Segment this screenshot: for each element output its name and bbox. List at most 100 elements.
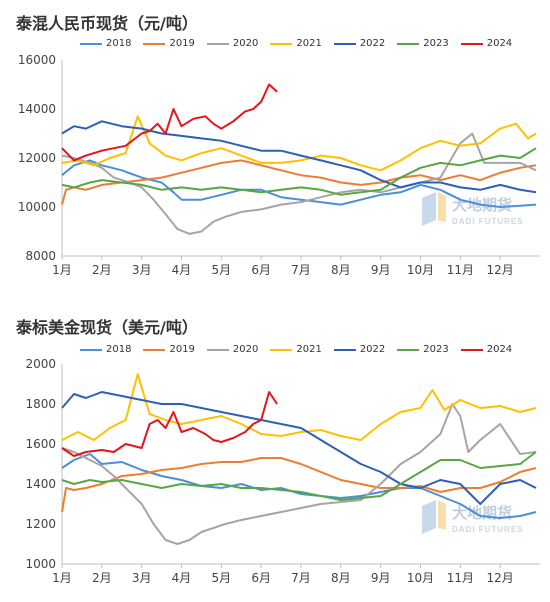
series-line-2022 xyxy=(61,391,537,505)
legend-swatch xyxy=(143,348,166,351)
series-line-2023 xyxy=(61,451,537,501)
legend-label: 2018 xyxy=(106,344,132,355)
chart-usd-spot: 1000 1200 1400 1600 1800 2000 1月 2月 3月 4月 5月 6月 7月 8月… xyxy=(0,300,550,602)
legend-label: 2021 xyxy=(296,344,322,355)
legend-item-2023: 2023 xyxy=(397,38,449,49)
legend-item-2022: 2022 xyxy=(333,344,386,355)
legend-label: 2018 xyxy=(106,38,132,49)
x-tick-label: 12月 xyxy=(487,263,514,277)
legend-item-2019: 2019 xyxy=(143,344,195,355)
chart-rmb-svg: 8000 10000 12000 14000 16000 1月 2月 3月 4月 5月 6月 7月 8月… xyxy=(18,53,540,277)
legend-label: 2024 xyxy=(486,38,513,49)
legend-item-2021: 2021 xyxy=(270,38,322,49)
x-tick-label: 10月 xyxy=(407,263,434,277)
legend-swatch xyxy=(397,42,420,45)
legend-item-2018: 2018 xyxy=(80,344,131,355)
legend-item-2024: 2024 xyxy=(460,344,513,355)
legend-label: 2022 xyxy=(359,344,386,355)
legend-swatch xyxy=(333,42,356,45)
legend-swatch xyxy=(80,348,102,351)
legend-item-2018: 2018 xyxy=(80,38,131,49)
y-tick-label: 14000 xyxy=(18,102,56,116)
chart-usd-title: 泰标美金现货（美元/吨） xyxy=(16,318,198,337)
y-tick-label: 2000 xyxy=(25,357,56,371)
series-line-2020 xyxy=(61,403,537,545)
legend-item-2021: 2021 xyxy=(270,344,322,355)
series-line-2021 xyxy=(61,115,537,172)
series-line-2019 xyxy=(61,159,537,205)
chart-usd-legend: 2018 2019 2020 2021 2022 2023 2024 xyxy=(80,344,512,355)
legend-item-2024: 2024 xyxy=(460,38,513,49)
x-tick-label: 8月 xyxy=(331,571,351,585)
series-line-2022 xyxy=(61,120,537,194)
series-line-2018 xyxy=(61,159,537,208)
legend-swatch xyxy=(80,42,102,45)
y-tick-label: 1600 xyxy=(25,437,56,451)
legend-item-2020: 2020 xyxy=(206,38,259,49)
legend-label: 2020 xyxy=(232,344,259,355)
x-tick-label: 5月 xyxy=(212,263,232,277)
watermark-cn: 大地期货 xyxy=(452,504,512,522)
x-tick-label: 6月 xyxy=(251,263,271,277)
x-tick-label: 10月 xyxy=(407,571,434,585)
legend-label: 2023 xyxy=(423,38,449,49)
x-tick-label: 6月 xyxy=(251,571,271,585)
chart-usd-svg: 1000 1200 1400 1600 1800 2000 1月 2月 3月 4月 5月 6月 7月 8月… xyxy=(25,357,540,585)
chart-rmb-spot: 8000 10000 12000 14000 16000 1月 2月 3月 4月 5月 6月 7月 8月… xyxy=(0,0,550,300)
x-tick-label: 3月 xyxy=(132,571,152,585)
y-tick-label: 12000 xyxy=(18,151,56,165)
legend-swatch xyxy=(333,348,356,351)
legend-label: 2020 xyxy=(232,38,259,49)
x-tick-label: 8月 xyxy=(331,263,351,277)
x-tick-label: 7月 xyxy=(291,571,311,585)
x-tick-label: 2月 xyxy=(92,263,112,277)
series-line-2021 xyxy=(61,373,537,441)
legend-label: 2023 xyxy=(423,344,449,355)
y-tick-label: 10000 xyxy=(18,200,56,214)
y-tick-label: 1400 xyxy=(25,477,56,491)
x-tick-label: 11月 xyxy=(447,571,474,585)
legend-item-2019: 2019 xyxy=(143,38,195,49)
legend-label: 2019 xyxy=(169,38,195,49)
legend-label: 2024 xyxy=(486,344,513,355)
x-tick-label: 2月 xyxy=(92,571,112,585)
y-tick-label: 8000 xyxy=(25,249,56,263)
x-tick-label: 7月 xyxy=(291,263,311,277)
chart-rmb-title: 泰混人民币现货（元/吨） xyxy=(16,14,198,33)
watermark-en: DADI FUTURES xyxy=(452,525,524,534)
legend-label: 2019 xyxy=(169,344,195,355)
x-tick-label: 11月 xyxy=(447,263,474,277)
legend-swatch xyxy=(143,42,166,45)
x-tick-label: 1月 xyxy=(52,571,72,585)
legend-label: 2021 xyxy=(296,38,322,49)
x-tick-label: 1月 xyxy=(52,263,72,277)
series-line-2023 xyxy=(61,147,537,196)
watermark-en: DADI FUTURES xyxy=(452,217,524,226)
legend-swatch xyxy=(270,348,293,351)
x-tick-label: 5月 xyxy=(212,571,232,585)
legend-swatch xyxy=(460,348,483,351)
x-tick-label: 3月 xyxy=(132,263,152,277)
chart-rmb-legend: 2018 2019 2020 2021 2022 2023 2024 xyxy=(80,38,512,49)
y-tick-label: 1200 xyxy=(25,517,56,531)
x-tick-label: 4月 xyxy=(172,263,192,277)
x-tick-label: 4月 xyxy=(172,571,192,585)
y-tick-label: 16000 xyxy=(18,53,56,67)
series-line-2024 xyxy=(61,391,278,457)
series-line-2024 xyxy=(61,83,278,162)
x-tick-label: 9月 xyxy=(371,263,391,277)
legend-swatch xyxy=(270,42,293,45)
y-tick-label: 1800 xyxy=(25,397,56,411)
x-tick-label: 12月 xyxy=(487,571,514,585)
y-tick-label: 1000 xyxy=(25,557,56,571)
legend-swatch xyxy=(397,348,420,351)
x-tick-label: 9月 xyxy=(371,571,391,585)
legend-swatch xyxy=(206,42,229,45)
legend-label: 2022 xyxy=(359,38,386,49)
legend-item-2022: 2022 xyxy=(333,38,386,49)
legend-swatch xyxy=(206,348,229,351)
legend-item-2023: 2023 xyxy=(397,344,449,355)
legend-item-2020: 2020 xyxy=(206,344,259,355)
legend-swatch xyxy=(460,42,483,45)
